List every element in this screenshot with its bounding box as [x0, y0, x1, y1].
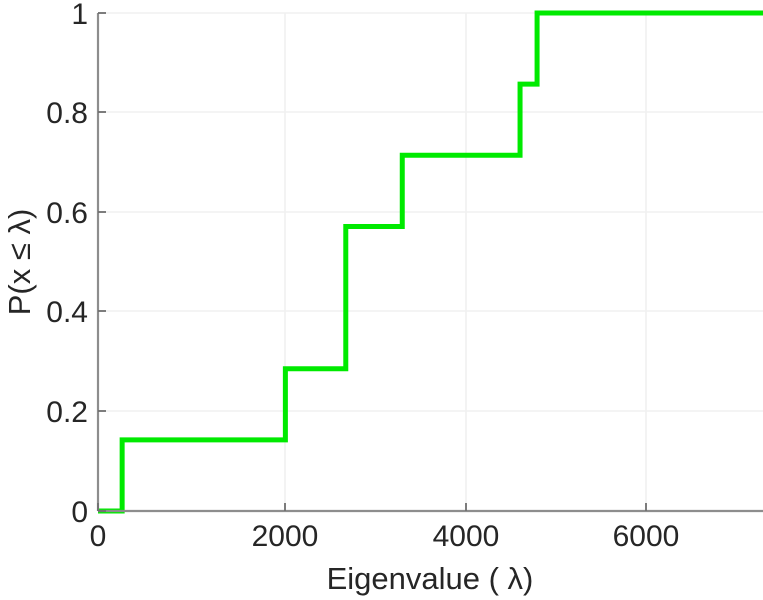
x-tick-marks — [97, 503, 647, 511]
y-axis-title: P(x ≤ λ) — [2, 209, 37, 316]
x-tick-label-6000: 6000 — [613, 520, 680, 553]
y-tick-label-0: 0 — [71, 496, 88, 529]
x-tick-label-0: 0 — [90, 520, 107, 553]
axis-lines — [96, 13, 763, 513]
y-tick-labels: 1 0.8 0.6 0.4 0.2 0 — [46, 0, 88, 529]
x-tick-labels: 0 2000 4000 6000 — [90, 520, 680, 553]
y-tick-label-0.6: 0.6 — [46, 197, 88, 230]
y-tick-marks — [98, 12, 106, 512]
ecdf-series-line — [98, 10, 763, 514]
y-tick-label-0.4: 0.4 — [46, 296, 88, 329]
y-tick-label-0.8: 0.8 — [46, 97, 88, 130]
x-tick-label-2000: 2000 — [252, 520, 319, 553]
x-tick-label-4000: 4000 — [433, 520, 500, 553]
y-tick-label-1: 1 — [71, 0, 88, 31]
x-axis-title: Eigenvalue ( λ) — [327, 561, 534, 596]
y-tick-label-0.2: 0.2 — [46, 396, 88, 429]
plot-area-background — [98, 13, 763, 511]
